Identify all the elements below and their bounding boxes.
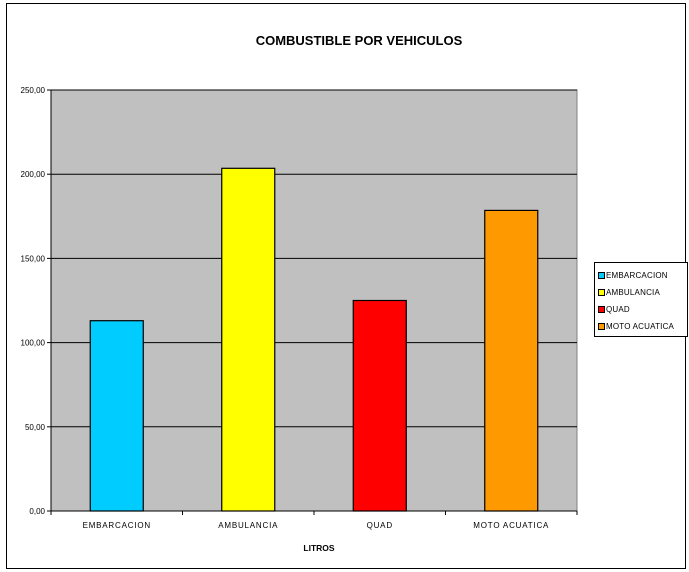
legend-swatch — [598, 289, 605, 296]
y-tick-label: 250,00 — [21, 86, 46, 95]
bars — [89, 167, 539, 512]
y-axis-tick-labels: 0,00 50,00 100,00 150,00 200,00 250,00 — [21, 86, 46, 516]
legend-label: AMBULANCIA — [606, 288, 661, 297]
y-tick-label: 200,00 — [21, 170, 46, 179]
bar-embarcacion — [89, 320, 144, 512]
x-category-label: AMBULANCIA — [218, 521, 278, 530]
y-tick-label: 100,00 — [21, 339, 46, 348]
x-category-label: EMBARCACION — [83, 521, 151, 530]
axes — [47, 89, 578, 515]
legend-item: EMBARCACION — [595, 267, 687, 284]
legend-swatch — [598, 306, 605, 313]
x-category-label: MOTO ACUATICA — [473, 521, 549, 530]
legend-swatch — [598, 272, 605, 279]
y-tick-label: 50,00 — [25, 423, 46, 432]
y-tick-label: 150,00 — [21, 254, 46, 263]
legend-item: MOTO ACUATICA — [595, 318, 687, 335]
bar-quad — [352, 299, 407, 512]
legend-label: QUAD — [606, 305, 630, 314]
legend-item: QUAD — [595, 301, 687, 318]
legend-label: EMBARCACION — [606, 271, 668, 280]
legend-swatch — [598, 323, 605, 330]
bar-ambulancia — [221, 167, 276, 512]
y-tick-label: 0,00 — [29, 507, 45, 516]
bar-moto-acuatica — [484, 209, 539, 512]
x-axis-label: LITROS — [303, 543, 334, 553]
legend-item: AMBULANCIA — [595, 284, 687, 301]
x-category-label: QUAD — [367, 521, 393, 530]
chart-title: COMBUSTIBLE POR VEHICULOS — [256, 33, 463, 48]
legend-label: MOTO ACUATICA — [606, 322, 675, 331]
x-axis-category-labels: EMBARCACION AMBULANCIA QUAD MOTO ACUATICA — [83, 521, 549, 530]
legend: EMBARCACION AMBULANCIA QUAD MOTO ACUATICA — [594, 262, 688, 337]
